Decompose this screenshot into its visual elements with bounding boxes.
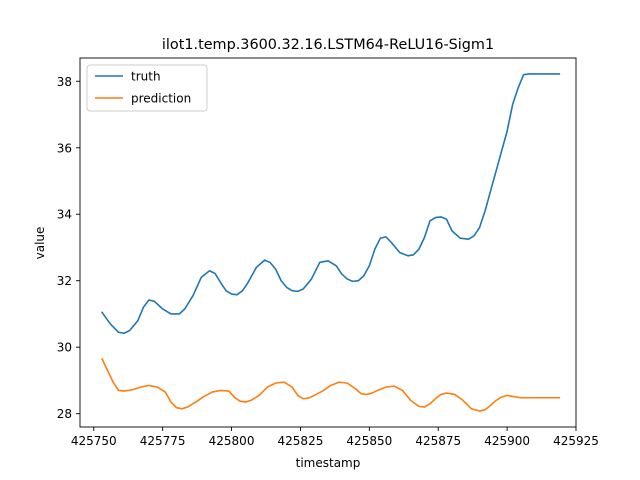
legend-label-truth: truth bbox=[131, 70, 161, 84]
y-axis-label: value bbox=[33, 227, 47, 260]
legend-label-prediction: prediction bbox=[131, 92, 191, 106]
x-tick-label: 425875 bbox=[415, 434, 461, 448]
x-tick-label: 425825 bbox=[278, 434, 324, 448]
y-tick-label: 32 bbox=[57, 274, 72, 288]
x-tick-label: 425775 bbox=[140, 434, 186, 448]
y-tick-label: 28 bbox=[57, 407, 72, 421]
legend: truth prediction bbox=[86, 64, 208, 112]
x-tick-label: 425850 bbox=[346, 434, 392, 448]
series-line-truth bbox=[101, 73, 561, 335]
y-tick-label: 38 bbox=[57, 75, 72, 89]
x-tick-label: 425925 bbox=[553, 434, 599, 448]
plot-area bbox=[79, 57, 577, 428]
x-axis-label: timestamp bbox=[296, 456, 361, 470]
y-tick-label: 34 bbox=[57, 208, 72, 222]
y-tick-label: 36 bbox=[57, 141, 72, 155]
axis-ticks: 425750 425775 425800 425825 425850 425875 4259… bbox=[57, 75, 599, 448]
axes-frame bbox=[79, 57, 577, 428]
x-tick-label: 425750 bbox=[71, 434, 117, 448]
y-tick-label: 30 bbox=[57, 341, 72, 355]
series-line-prediction bbox=[101, 358, 561, 412]
x-tick-label: 425800 bbox=[209, 434, 255, 448]
x-tick-label: 425900 bbox=[484, 434, 530, 448]
chart-title: ilot1.temp.3600.32.16.LSTM64-ReLU16-Sigm… bbox=[162, 37, 494, 53]
